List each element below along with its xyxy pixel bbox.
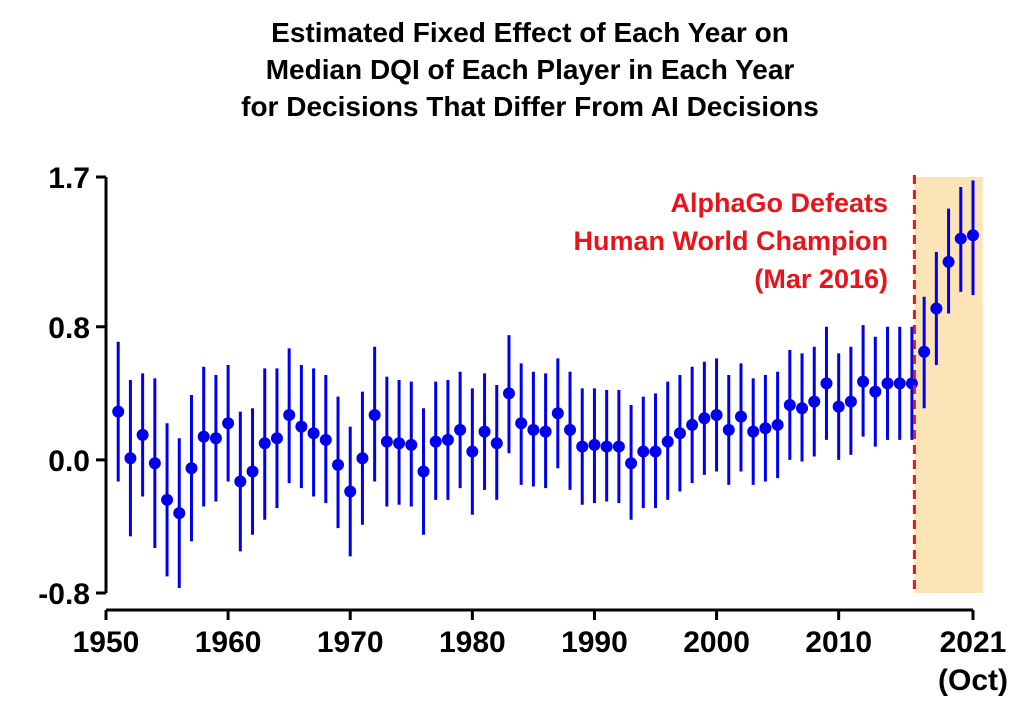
y-tick-label-2: 0.0 — [48, 445, 90, 478]
point-1995 — [649, 445, 662, 458]
point-1978 — [441, 433, 454, 446]
x-tick-label-3: 1980 — [439, 626, 506, 659]
chart-title: Estimated Fixed Effect of Each Year on M… — [0, 14, 1016, 125]
point-2018 — [930, 302, 943, 315]
point-1965 — [283, 408, 296, 421]
point-1960 — [222, 417, 235, 430]
point-1999 — [698, 412, 711, 425]
point-2002 — [734, 410, 747, 423]
point-1970 — [344, 485, 357, 498]
point-1988 — [564, 423, 577, 436]
point-2009 — [820, 377, 833, 390]
point-2021 — [967, 229, 979, 242]
x-tick-label-1: 1960 — [195, 626, 262, 659]
point-1992 — [612, 440, 625, 453]
point-2012 — [857, 375, 870, 388]
point-2008 — [808, 395, 821, 408]
point-2007 — [796, 402, 809, 415]
point-1962 — [246, 465, 259, 478]
point-1996 — [661, 435, 674, 448]
chart-title-line-2: Median DQI of Each Player in Each Year — [265, 54, 795, 85]
point-1974 — [393, 437, 406, 450]
point-1994 — [637, 445, 650, 458]
point-1985 — [527, 423, 540, 436]
point-2015 — [893, 377, 906, 390]
y-tick-label-1: 0.8 — [48, 312, 90, 345]
point-1964 — [270, 432, 283, 445]
point-1979 — [454, 423, 467, 436]
x-tick-label-5: 2000 — [683, 626, 750, 659]
point-1997 — [673, 427, 686, 440]
point-2016 — [905, 377, 918, 390]
annotation-line-1: AlphaGo Defeats — [670, 188, 888, 218]
point-1966 — [295, 420, 308, 433]
point-1982 — [490, 437, 503, 450]
point-1983 — [502, 387, 515, 400]
point-2004 — [759, 422, 772, 435]
point-1953 — [136, 428, 149, 441]
point-1968 — [319, 433, 332, 446]
point-2019 — [942, 255, 955, 268]
point-1991 — [600, 440, 613, 453]
point-2001 — [722, 423, 735, 436]
point-2011 — [844, 395, 857, 408]
point-2000 — [710, 408, 723, 421]
annotation-line-3: (Mar 2016) — [754, 264, 888, 294]
point-2014 — [881, 377, 894, 390]
point-2017 — [918, 345, 931, 358]
x-tick-label-6: 2010 — [805, 626, 872, 659]
x-tick-label-4: 1990 — [561, 626, 628, 659]
point-1987 — [551, 407, 564, 420]
point-1957 — [185, 462, 198, 475]
point-1973 — [380, 435, 393, 448]
point-1975 — [405, 438, 418, 451]
point-2010 — [832, 400, 845, 413]
point-1981 — [478, 425, 491, 438]
point-1967 — [307, 427, 320, 440]
data-points — [112, 229, 979, 520]
point-1972 — [368, 408, 381, 421]
x-tick-label-0: 1950 — [73, 626, 140, 659]
x-tick-sublabel: (Oct) — [938, 664, 1008, 697]
point-1959 — [209, 432, 222, 445]
point-1963 — [258, 437, 271, 450]
point-1958 — [197, 430, 210, 443]
chart-title-line-3: for Decisions That Differ From AI Decisi… — [241, 91, 819, 122]
point-1961 — [234, 475, 247, 488]
point-1998 — [686, 418, 699, 431]
point-1971 — [356, 452, 369, 465]
point-1980 — [466, 445, 479, 458]
point-2006 — [783, 398, 796, 411]
point-1986 — [539, 425, 552, 438]
x-axis-ticks: 1950 1960 1970 1980 1990 2000 2010 2021 — [73, 610, 1007, 659]
x-tick-label-7: 2021 — [940, 626, 1007, 659]
chart-title-line-1: Estimated Fixed Effect of Each Year on — [271, 17, 789, 48]
point-1969 — [332, 458, 345, 471]
point-1954 — [148, 457, 161, 470]
y-axis-ticks: 1.7 0.8 0.0 -0.8 — [38, 162, 106, 611]
x-tick-label-2: 1970 — [317, 626, 384, 659]
point-2003 — [747, 425, 760, 438]
point-1976 — [417, 465, 430, 478]
point-2005 — [771, 418, 784, 431]
point-1989 — [576, 440, 589, 453]
point-1952 — [124, 452, 137, 465]
point-2020 — [954, 232, 967, 245]
point-2013 — [869, 385, 882, 398]
point-1951 — [112, 405, 125, 418]
point-1990 — [588, 438, 601, 451]
annotation-line-2: Human World Champion — [574, 226, 889, 256]
point-1977 — [429, 435, 442, 448]
point-1984 — [515, 417, 528, 430]
point-1993 — [625, 457, 638, 470]
point-1955 — [161, 493, 174, 506]
y-tick-label-3: -0.8 — [38, 578, 90, 611]
y-tick-label-0: 1.7 — [48, 162, 90, 195]
point-1956 — [173, 507, 186, 520]
